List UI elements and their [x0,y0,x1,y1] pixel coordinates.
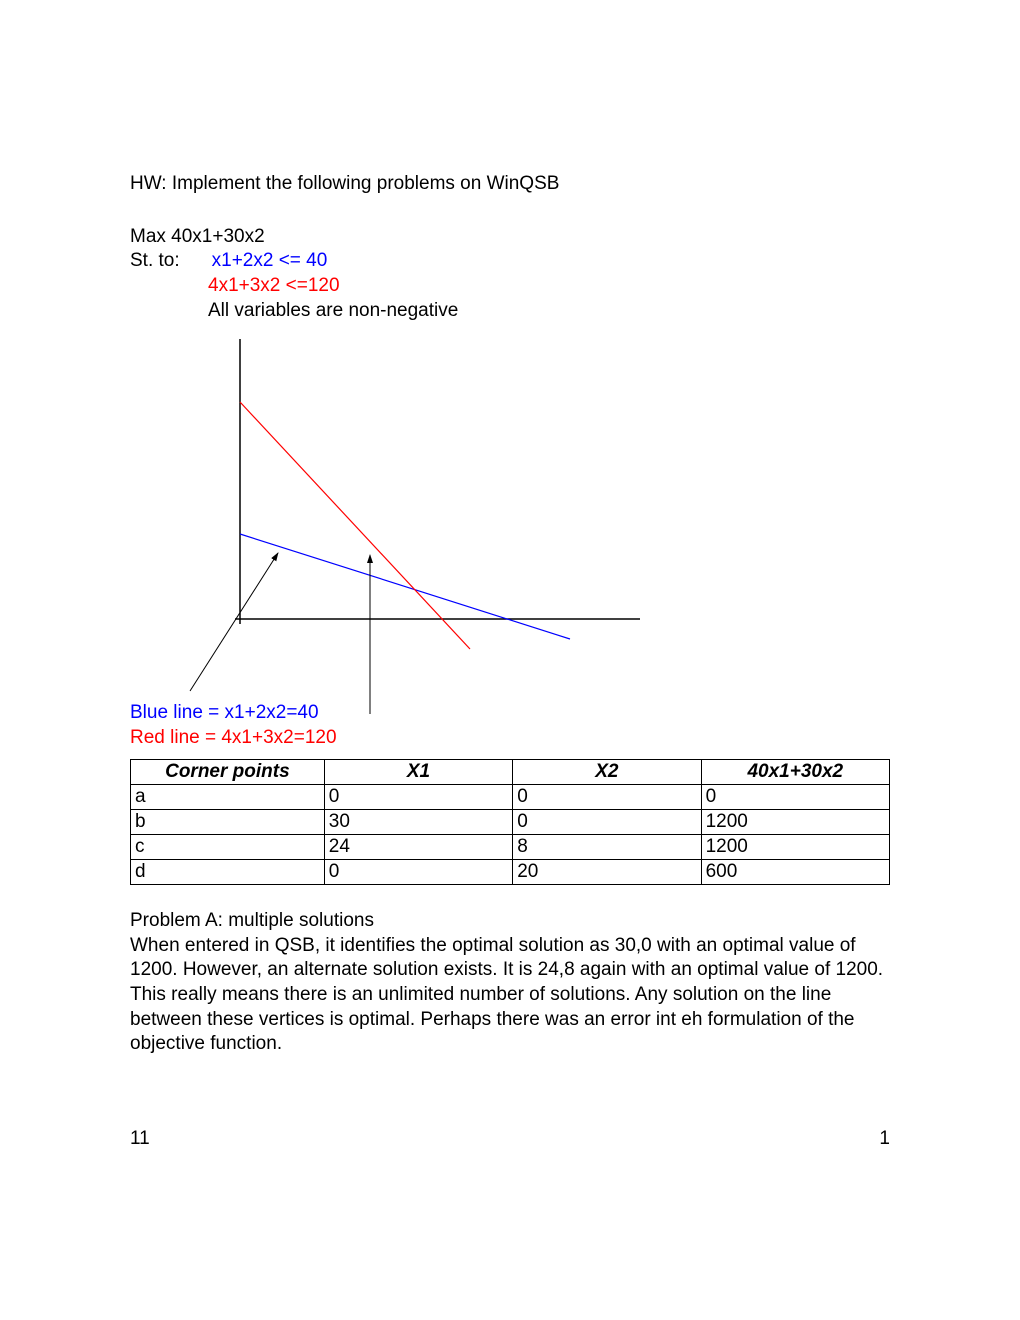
table-row: c2481200 [131,834,890,859]
table-cell: 0 [324,859,512,884]
table-cell: 1200 [701,809,889,834]
table-cell: 1200 [701,834,889,859]
table-cell: 600 [701,859,889,884]
table-cell: 0 [701,784,889,809]
table-cell: 0 [513,784,701,809]
table-header: Corner points [131,759,325,784]
table-cell: 0 [513,809,701,834]
header-text: HW: Implement the following problems on … [130,172,890,197]
problem-body: When entered in QSB, it identifies the o… [130,934,890,1057]
table-cell: d [131,859,325,884]
table-cell: c [131,834,325,859]
constraint3: All variables are non-negative [130,299,890,324]
footer-right: 1 [879,1128,890,1150]
corner-points-table: Corner pointsX1X240x1+30x2 a000b3001200c… [130,759,890,885]
table-row: d020600 [131,859,890,884]
table-row: b3001200 [131,809,890,834]
table-row: a000 [131,784,890,809]
table-cell: 24 [324,834,512,859]
objective-text: Max 40x1+30x2 [130,225,890,250]
table-header: 40x1+30x2 [701,759,889,784]
table-cell: a [131,784,325,809]
constraint2: 4x1+3x2 <=120 [130,274,890,299]
table-cell: 8 [513,834,701,859]
problem-title: Problem A: multiple solutions [130,909,890,934]
constraint1: x1+2x2 <= 40 [212,250,328,271]
constraint-row: St. to: x1+2x2 <= 40 [130,249,890,274]
table-cell: 0 [324,784,512,809]
table-header: X2 [513,759,701,784]
table-cell: 30 [324,809,512,834]
table-cell: b [131,809,325,834]
constraint-label: St. to: [130,250,180,271]
chart [170,339,710,719]
chart-svg [170,339,710,719]
table-header: X1 [324,759,512,784]
footer-left: 11 [130,1128,150,1150]
red-line-label: Red line = 4x1+3x2=120 [130,726,890,751]
table-cell: 20 [513,859,701,884]
